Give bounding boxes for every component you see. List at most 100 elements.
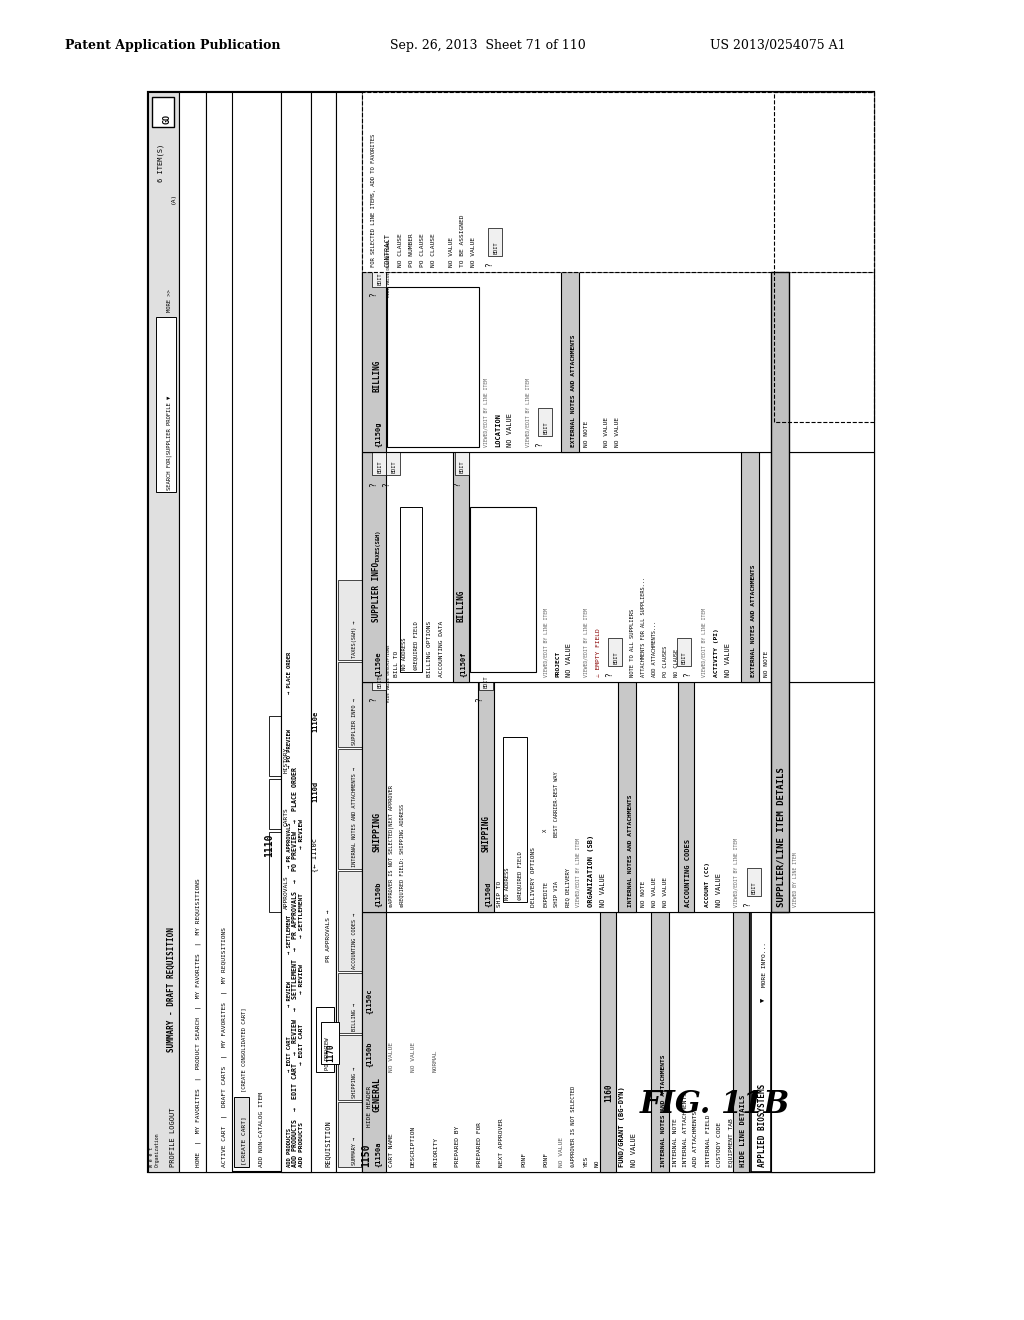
Text: REQUISITION: REQUISITION (325, 1121, 331, 1167)
Text: TAXES(S&H): TAXES(S&H) (376, 529, 381, 562)
Polygon shape (362, 272, 874, 451)
Text: 1110: 1110 (264, 833, 274, 857)
Text: ATTACHMENTS FOR ALL SUPPLIERS...: ATTACHMENTS FOR ALL SUPPLIERS... (641, 577, 646, 677)
Text: Organization: Organization (155, 1133, 160, 1167)
Text: (A): (A) (171, 193, 176, 205)
Text: GENERAL: GENERAL (372, 1077, 381, 1111)
Text: NO ADDRESS: NO ADDRESS (505, 867, 510, 900)
Text: {1150e: {1150e (374, 652, 381, 677)
Text: HOME  |  MY FAVORITES  |  PRODUCT SEARCH  |  MY FAVORITES  |  MY REQUISITIONS: HOME | MY FAVORITES | PRODUCT SEARCH | M… (196, 878, 201, 1167)
Text: PONF: PONF (521, 1152, 526, 1167)
Text: BILLING →: BILLING → (352, 1003, 357, 1031)
Polygon shape (608, 638, 622, 667)
Text: NO VALUE: NO VALUE (449, 238, 454, 267)
Text: {1150a: {1150a (374, 1142, 381, 1167)
Polygon shape (338, 871, 362, 972)
Polygon shape (479, 663, 493, 690)
Polygon shape (453, 451, 469, 682)
Text: Patent Application Publication: Patent Application Publication (65, 40, 281, 51)
Polygon shape (733, 912, 749, 1172)
Polygon shape (148, 92, 179, 1172)
Text: NO NOTE: NO NOTE (641, 880, 646, 907)
Text: VIEWED/EDIT BY LINE ITEM: VIEWED/EDIT BY LINE ITEM (701, 609, 706, 677)
Text: → SETTLEMENT: → SETTLEMENT (287, 915, 292, 954)
Text: ACCOUNT (CC): ACCOUNT (CC) (705, 862, 710, 907)
Polygon shape (281, 92, 311, 1172)
Text: → EDIT CART: → EDIT CART (299, 1024, 304, 1065)
Polygon shape (281, 92, 311, 1172)
Text: ?: ? (453, 482, 462, 487)
Polygon shape (234, 1097, 249, 1167)
Polygon shape (362, 912, 386, 1172)
Text: NO VALUE: NO VALUE (604, 417, 609, 447)
Text: ADD PRODUCTS  →  EDIT CART  →  REVIEW  →  SETTLEMENT  →  PR APPROVALS  →  PO PRE: ADD PRODUCTS → EDIT CART → REVIEW → SETT… (292, 767, 298, 1167)
Text: EXPEDITE: EXPEDITE (543, 880, 548, 907)
Polygon shape (618, 682, 636, 912)
Text: BILLING: BILLING (457, 590, 466, 622)
Polygon shape (321, 1022, 339, 1064)
Polygon shape (362, 451, 874, 682)
Text: NO ADDRESS: NO ADDRESS (402, 638, 407, 671)
Polygon shape (269, 832, 294, 912)
Text: ?: ? (743, 903, 752, 907)
Polygon shape (386, 447, 400, 475)
Text: ?: ? (605, 672, 614, 677)
Text: HISTORY: HISTORY (284, 747, 289, 774)
Text: ?: ? (369, 292, 378, 297)
Text: ▼: ▼ (761, 998, 767, 1002)
Text: PO CLAUSE: PO CLAUSE (420, 234, 425, 267)
Text: SHIPPING →: SHIPPING → (352, 1067, 357, 1098)
Text: PREPARED BY: PREPARED BY (455, 1126, 460, 1167)
Polygon shape (338, 1035, 362, 1100)
Text: ORGANIZATION (SB): ORGANIZATION (SB) (588, 834, 594, 907)
Text: PO CLAUSES: PO CLAUSES (663, 645, 668, 677)
Polygon shape (336, 92, 362, 1172)
Text: FUND/GRANT (BG-DYN): FUND/GRANT (BG-DYN) (618, 1086, 625, 1167)
Polygon shape (387, 286, 479, 447)
Text: → PR APPROVALS: → PR APPROVALS (287, 822, 292, 869)
Text: BILLING OPTIONS: BILLING OPTIONS (427, 620, 432, 677)
Text: NO VALUE: NO VALUE (566, 643, 572, 677)
Text: ?: ? (535, 442, 544, 447)
Text: NO VALUE: NO VALUE (716, 873, 722, 907)
Text: HIDE VALUE DESCRIPTIONS: HIDE VALUE DESCRIPTIONS (387, 644, 391, 702)
Text: NO VALUE: NO VALUE (600, 873, 606, 907)
Polygon shape (678, 682, 694, 912)
Text: PO NUMBER: PO NUMBER (409, 234, 414, 267)
Text: INTERNAL NOTES AND ATTACHMENTS →: INTERNAL NOTES AND ATTACHMENTS → (352, 767, 357, 867)
Text: 1110d: 1110d (312, 780, 318, 803)
Polygon shape (362, 92, 874, 272)
Text: {1150c: {1150c (366, 989, 372, 1014)
Polygon shape (600, 912, 616, 1172)
Polygon shape (362, 682, 874, 912)
Text: LOCATION: LOCATION (495, 413, 501, 447)
Text: {1150g: {1150g (374, 421, 381, 447)
Text: VIEWED/EDIT BY LINE ITEM: VIEWED/EDIT BY LINE ITEM (575, 838, 581, 907)
Text: US 2013/0254075 A1: US 2013/0254075 A1 (710, 40, 846, 51)
Polygon shape (179, 92, 206, 1172)
Polygon shape (400, 507, 422, 672)
Text: ⊙REQUIRED FIELD: SHIPPING ADDRESS: ⊙REQUIRED FIELD: SHIPPING ADDRESS (399, 804, 404, 907)
Text: FIG. 11B: FIG. 11B (640, 1089, 791, 1119)
Text: NO VALUE: NO VALUE (615, 417, 620, 447)
Text: SEARCH FOR|SUPPLIER PROFILE ▼: SEARCH FOR|SUPPLIER PROFILE ▼ (167, 396, 172, 490)
Text: VIEWED/EDIT BY LINE ITEM: VIEWED/EDIT BY LINE ITEM (543, 609, 548, 677)
Text: INTERNAL FIELD: INTERNAL FIELD (706, 1114, 711, 1167)
Text: EDIT: EDIT (543, 421, 548, 434)
Polygon shape (746, 869, 761, 896)
Text: VIEWED/EDIT BY LINE ITEM: VIEWED/EDIT BY LINE ITEM (484, 378, 489, 447)
Text: NO VALUE: NO VALUE (725, 643, 731, 677)
Text: SHIPPING: SHIPPING (372, 812, 381, 851)
Text: ?: ? (485, 263, 494, 267)
Text: MORE INFO...: MORE INFO... (762, 942, 767, 987)
Text: NO VALUE: NO VALUE (631, 1133, 637, 1167)
Text: INTERNAL ATTACHMENTS: INTERNAL ATTACHMENTS (683, 1092, 688, 1167)
Text: EXTERNAL NOTES AND ATTACHMENTS: EXTERNAL NOTES AND ATTACHMENTS (751, 565, 756, 677)
Text: 6 ITEM(S): 6 ITEM(S) (158, 144, 164, 182)
Polygon shape (741, 451, 759, 682)
Polygon shape (751, 912, 771, 1172)
Text: INTERNAL NOTES AND ATTACHMENTS: INTERNAL NOTES AND ATTACHMENTS (662, 1055, 666, 1167)
Text: NO NOTE: NO NOTE (584, 421, 589, 447)
Text: ?: ? (369, 482, 378, 487)
Text: ⊙APPROVER IS NOT SELECTED|NEXT APPROVER: ⊙APPROVER IS NOT SELECTED|NEXT APPROVER (388, 785, 394, 907)
